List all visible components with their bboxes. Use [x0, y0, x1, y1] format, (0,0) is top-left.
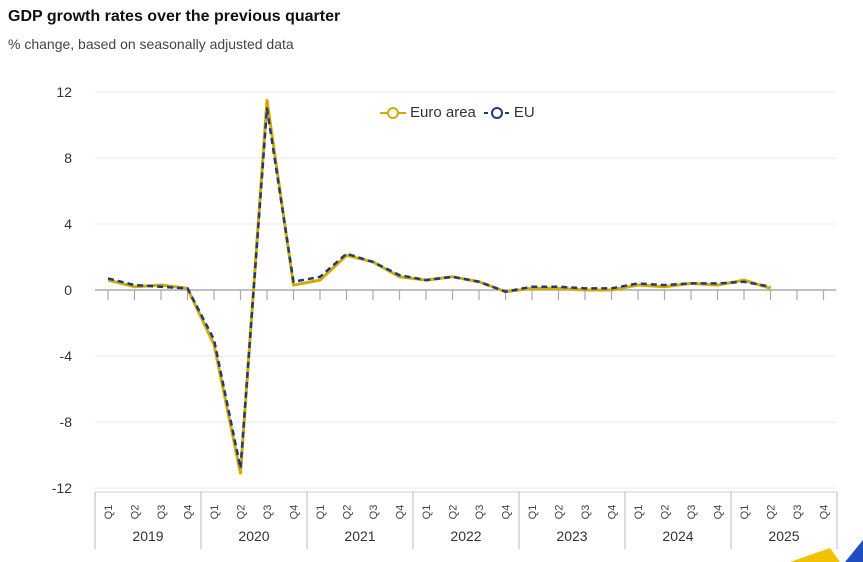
y-tick-label: 0 [64, 282, 72, 298]
year-label: 2022 [450, 528, 481, 544]
quarter-label: Q2 [342, 505, 354, 520]
quarter-label: Q4 [819, 505, 831, 520]
quarter-label: Q1 [421, 505, 433, 520]
quarter-label: Q3 [792, 505, 804, 520]
quarter-label: Q2 [236, 505, 248, 520]
chart-subtitle: % change, based on seasonally adjusted d… [8, 36, 294, 52]
y-tick-label: -4 [60, 348, 73, 364]
year-label: 2023 [556, 528, 587, 544]
legend-item-euro-area[interactable]: Euro area [380, 104, 476, 121]
quarter-label: Q4 [607, 505, 619, 520]
y-tick-label: 8 [64, 150, 72, 166]
logo-yellow-shape [790, 548, 840, 562]
quarter-label: Q2 [448, 505, 460, 520]
quarter-label: Q4 [713, 505, 725, 520]
quarter-label: Q3 [580, 505, 592, 520]
legend-item-eu[interactable]: EU [483, 104, 535, 121]
year-label: 2024 [662, 528, 693, 544]
quarter-label: Q2 [660, 505, 672, 520]
quarter-label: Q1 [739, 505, 751, 520]
quarter-label: Q2 [554, 505, 566, 520]
quarter-label: Q1 [527, 505, 539, 520]
quarter-label: Q2 [130, 505, 142, 520]
quarter-label: Q1 [103, 505, 115, 520]
chart-title: GDP growth rates over the previous quart… [8, 8, 341, 25]
legend-label: Euro area [410, 104, 476, 121]
year-label: 2019 [132, 528, 163, 544]
logo-blue-shape [845, 540, 863, 562]
quarter-label: Q1 [209, 505, 221, 520]
quarter-label: Q4 [183, 505, 195, 520]
y-tick-label: 4 [64, 216, 72, 232]
quarter-label: Q3 [474, 505, 486, 520]
legend-eu-icon [483, 106, 510, 119]
quarter-label: Q3 [368, 505, 380, 520]
quarter-label: Q3 [686, 505, 698, 520]
series-line-eu [107, 107, 771, 470]
year-label: 2021 [344, 528, 375, 544]
y-tick-label: 12 [56, 84, 72, 100]
quarter-label: Q3 [262, 505, 274, 520]
series-line-euro-area [107, 98, 771, 475]
quarter-label: Q2 [766, 505, 778, 520]
quarter-label: Q4 [289, 505, 301, 520]
year-label: 2020 [238, 528, 269, 544]
y-tick-label: -8 [60, 414, 73, 430]
y-tick-label: -12 [52, 480, 72, 496]
quarter-label: Q4 [501, 505, 513, 520]
legend: Euro area EU [380, 104, 535, 121]
legend-euro-area-icon [380, 106, 406, 119]
year-label: 2025 [768, 528, 799, 544]
quarter-label: Q4 [395, 505, 407, 520]
quarter-label: Q3 [156, 505, 168, 520]
legend-label: EU [513, 104, 535, 121]
quarter-label: Q1 [633, 505, 645, 520]
quarter-label: Q1 [315, 505, 327, 520]
